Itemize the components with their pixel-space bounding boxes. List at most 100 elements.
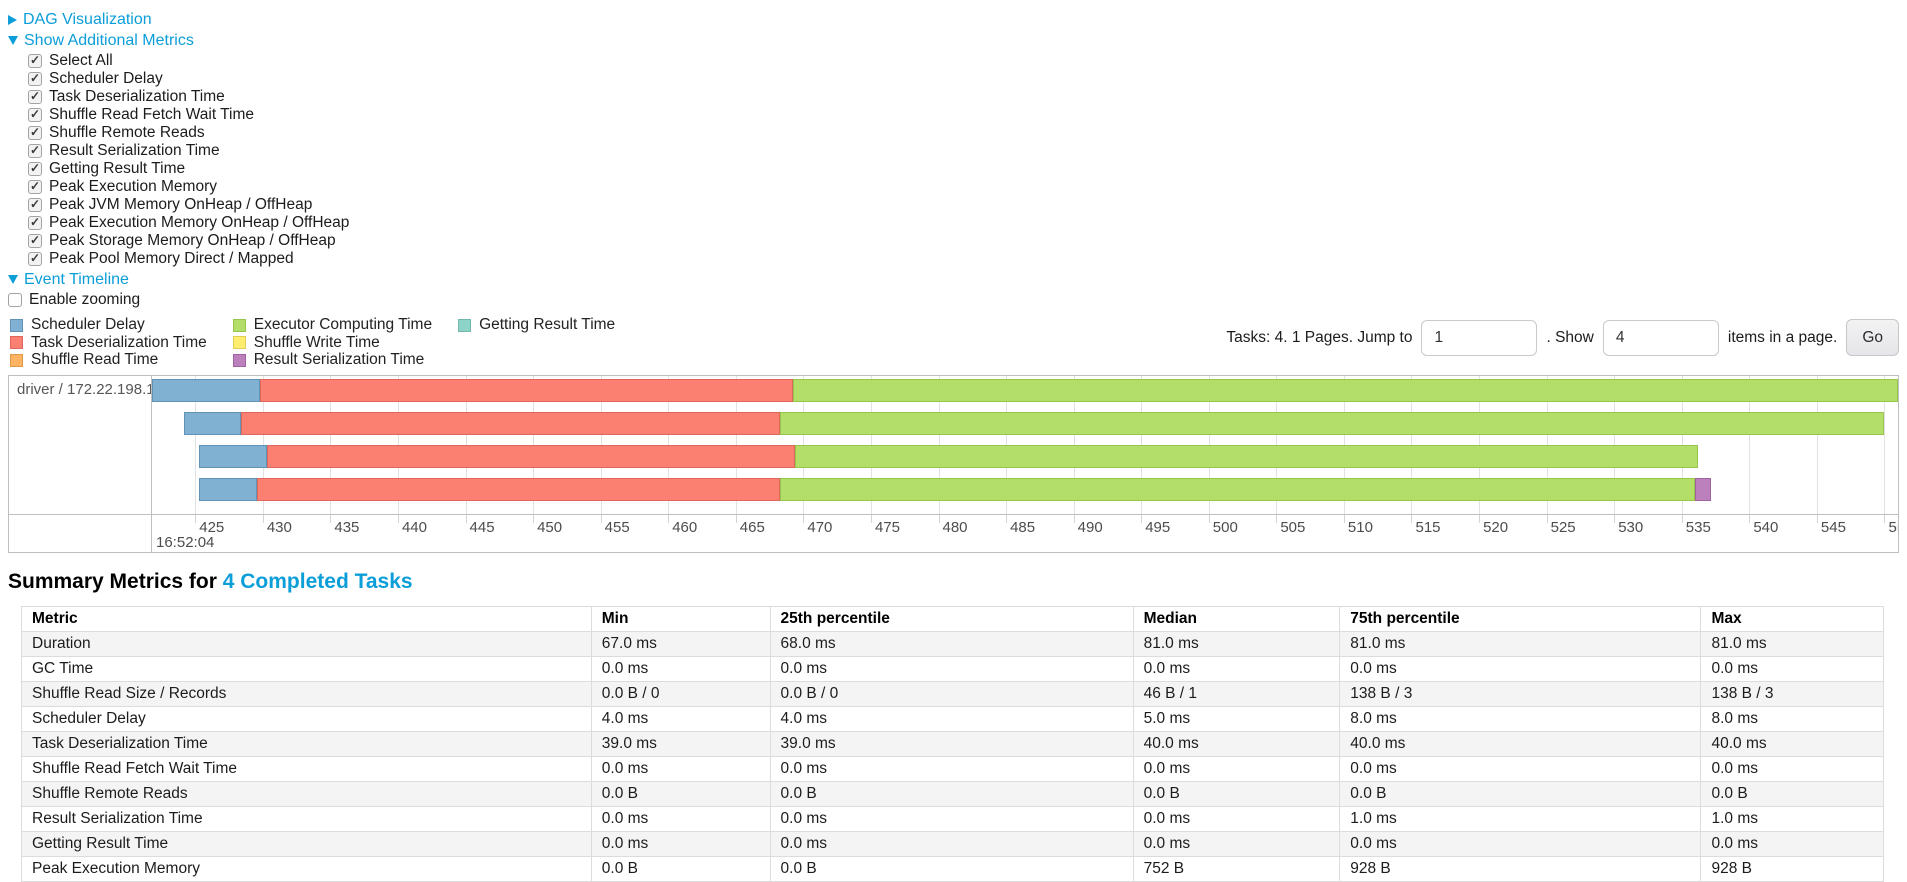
legend-label: Executor Computing Time xyxy=(253,316,433,334)
checkbox-label: Task Deserialization Time xyxy=(49,88,225,105)
enable-zooming-checkbox[interactable] xyxy=(8,293,22,307)
event-timeline-link[interactable]: Event Timeline xyxy=(24,270,129,288)
legend-swatch-scheduler-delay xyxy=(10,318,23,332)
task-bar-segment-executor-computing[interactable] xyxy=(780,411,1885,435)
pagination-summary: Tasks: 4. 1 Pages. Jump to xyxy=(1226,328,1413,346)
axis-tick xyxy=(262,514,264,523)
metric-value-cell: 138 B / 3 xyxy=(1700,680,1884,707)
task-bar-segment-task-deserialization[interactable] xyxy=(241,411,781,435)
metric-value-cell: 8.0 ms xyxy=(1339,705,1702,732)
checkbox-peak-pool-memory-direct-mapped[interactable] xyxy=(28,251,42,266)
event-timeline-chart: driver / 172.22.198.104 4254304354404454… xyxy=(8,374,1899,553)
task-bar-segment-scheduler-delay[interactable] xyxy=(152,378,261,402)
metric-value-cell: 0.0 B xyxy=(1339,780,1702,807)
axis-tick xyxy=(1884,514,1886,523)
task-bar-segment-scheduler-delay[interactable] xyxy=(199,444,267,468)
metric-value-cell: 0.0 ms xyxy=(1132,655,1341,682)
checkbox-label: Shuffle Remote Reads xyxy=(49,124,205,141)
go-button[interactable]: Go xyxy=(1846,319,1899,356)
axis-tick-label: 475 xyxy=(874,518,900,536)
checkbox-shuffle-read-fetch-wait-time[interactable] xyxy=(28,107,42,122)
axis-tick xyxy=(1276,514,1278,523)
metric-value-cell: 39.0 ms xyxy=(590,730,771,757)
task-bar-segment-executor-computing[interactable] xyxy=(780,477,1696,501)
metric-name-cell: Duration xyxy=(21,630,592,657)
checkbox-peak-jvm-memory-onheap-offheap[interactable] xyxy=(28,197,42,212)
metric-value-cell: 0.0 ms xyxy=(769,655,1134,682)
task-bar-segment-task-deserialization[interactable] xyxy=(266,444,796,468)
task-bar-segment-result-serialization[interactable] xyxy=(1695,477,1712,501)
metric-checkbox-item: Peak JVM Memory OnHeap / OffHeap xyxy=(28,196,1899,214)
column-header-median: Median xyxy=(1132,605,1341,632)
timeline-time-axis: 425 430 435 440 445 450 455 460 465 470 475 480 485 4… xyxy=(152,514,1898,552)
column-header-metric: Metric xyxy=(21,605,592,632)
metric-value-cell: 5.0 ms xyxy=(1132,705,1341,732)
legend-label: Getting Result Time xyxy=(479,316,616,334)
metric-value-cell: 1.0 ms xyxy=(1339,805,1702,832)
axis-tick-label: 430 xyxy=(266,518,292,536)
axis-tick-label: 485 xyxy=(1010,518,1036,536)
checkbox-result-serialization-time[interactable] xyxy=(28,143,42,158)
metric-value-cell: 0.0 B / 0 xyxy=(769,680,1134,707)
table-row: Shuffle Read Fetch Wait Time 0.0 ms 0.0 ms… xyxy=(21,755,1884,782)
task-bar-segment-executor-computing[interactable] xyxy=(792,378,1898,402)
checkbox-scheduler-delay[interactable] xyxy=(28,71,42,86)
checkbox-label: Peak Execution Memory OnHeap / OffHeap xyxy=(49,214,350,231)
metric-name-cell: Shuffle Read Size / Records xyxy=(21,680,592,707)
axis-tick-label: 465 xyxy=(739,518,765,536)
task-bar-segment-task-deserialization[interactable] xyxy=(260,378,793,402)
dag-visualization-toggle[interactable]: DAG Visualization xyxy=(8,10,1899,29)
metric-checkbox-item: Result Serialization Time xyxy=(28,142,1899,160)
axis-tick xyxy=(1006,514,1008,523)
axis-tick-label: 450 xyxy=(537,518,563,536)
metric-value-cell: 0.0 ms xyxy=(590,805,771,832)
metric-checkbox-item: Shuffle Remote Reads xyxy=(28,124,1899,142)
axis-tick xyxy=(1343,514,1345,523)
checkbox-peak-execution-memory[interactable] xyxy=(28,179,42,194)
completed-tasks-link[interactable]: 4 Completed Tasks xyxy=(222,569,413,593)
dag-visualization-link[interactable]: DAG Visualization xyxy=(23,10,152,28)
legend-label: Shuffle Read Time xyxy=(31,351,159,369)
checkbox-shuffle-remote-reads[interactable] xyxy=(28,125,42,140)
metric-value-cell: 0.0 ms xyxy=(1339,755,1702,782)
jump-to-page-input[interactable] xyxy=(1421,319,1538,356)
page-size-input[interactable] xyxy=(1602,319,1719,356)
axis-tick-label: 470 xyxy=(807,518,833,536)
task-bar-segment-task-deserialization[interactable] xyxy=(257,477,781,501)
table-row: Getting Result Time 0.0 ms 0.0 ms 0.0 ms 0.0… xyxy=(21,830,1884,857)
task-bar-segment-scheduler-delay[interactable] xyxy=(199,477,258,501)
show-additional-metrics-link[interactable]: Show Additional Metrics xyxy=(24,31,194,49)
axis-tick-label: 490 xyxy=(1077,518,1103,536)
gridline xyxy=(1816,375,1818,514)
checkbox-select-all[interactable] xyxy=(28,53,42,68)
checkbox-getting-result-time[interactable] xyxy=(28,161,42,176)
metric-value-cell: 0.0 ms xyxy=(1132,755,1341,782)
axis-tick-label: 460 xyxy=(672,518,698,536)
show-additional-metrics-toggle[interactable]: Show Additional Metrics xyxy=(8,31,1899,50)
metric-name-cell: Result Serialization Time xyxy=(21,805,592,832)
task-bar-segment-scheduler-delay[interactable] xyxy=(184,411,242,435)
axis-tick-label: 540 xyxy=(1753,518,1779,536)
column-header-75th-percentile: 75th percentile xyxy=(1339,605,1702,632)
metric-value-cell: 0.0 B xyxy=(1132,780,1341,807)
metric-value-cell: 0.0 ms xyxy=(590,755,771,782)
legend-column: Getting Result Time xyxy=(458,316,616,370)
axis-tick-label: 515 xyxy=(1415,518,1441,536)
checkbox-peak-execution-memory-onheap-offheap[interactable] xyxy=(28,215,42,230)
axis-tick xyxy=(1479,514,1481,523)
metric-value-cell: 40.0 ms xyxy=(1132,730,1341,757)
metric-value-cell: 0.0 ms xyxy=(769,805,1134,832)
metric-value-cell: 928 B xyxy=(1339,855,1702,882)
task-bar-segment-executor-computing[interactable] xyxy=(795,444,1698,468)
event-timeline-toggle[interactable]: Event Timeline xyxy=(8,270,1899,289)
metric-value-cell: 0.0 ms xyxy=(1700,655,1884,682)
metric-value-cell: 81.0 ms xyxy=(1700,630,1884,657)
axis-tick-label: 495 xyxy=(1145,518,1171,536)
checkbox-peak-storage-memory-onheap-offheap[interactable] xyxy=(28,233,42,248)
legend-label: Result Serialization Time xyxy=(253,351,425,369)
metric-value-cell: 81.0 ms xyxy=(1132,630,1341,657)
legend-label: Shuffle Write Time xyxy=(253,333,380,351)
metric-value-cell: 39.0 ms xyxy=(769,730,1134,757)
checkbox-task-deserialization-time[interactable] xyxy=(28,89,42,104)
table-header-row: Metric Min 25th percentile Median 75th perce… xyxy=(21,605,1884,632)
